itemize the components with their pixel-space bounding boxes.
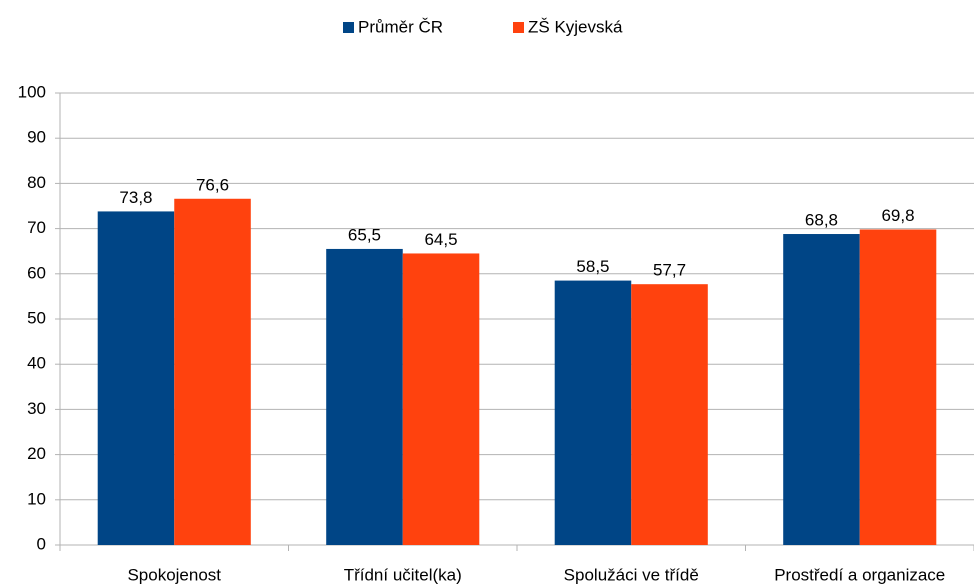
bar — [859, 229, 937, 545]
x-tick-label: Prostředí a organizace — [774, 565, 945, 584]
legend-swatch — [343, 22, 354, 33]
data-label: 57,7 — [653, 261, 686, 280]
bar — [174, 198, 251, 545]
bar — [326, 248, 403, 545]
x-tick-label: Spokojenost — [127, 565, 221, 584]
data-label: 69,8 — [881, 206, 914, 225]
bar — [554, 280, 632, 545]
data-label: 58,5 — [576, 257, 609, 276]
y-tick-label: 60 — [27, 263, 46, 282]
y-tick-label: 30 — [27, 399, 46, 418]
legend-swatch — [513, 22, 524, 33]
data-label: 73,8 — [119, 188, 152, 207]
y-tick-label: 40 — [27, 354, 46, 373]
y-tick-label: 100 — [18, 82, 46, 101]
legend-label: ZŠ Kyjevská — [528, 17, 623, 36]
data-label: 76,6 — [196, 175, 229, 194]
x-tick-label: Třídní učitel(ka) — [344, 565, 462, 584]
data-label: 64,5 — [424, 230, 457, 249]
bar — [97, 211, 175, 545]
data-label: 68,8 — [805, 211, 838, 230]
y-tick-label: 80 — [27, 173, 46, 192]
bar — [631, 284, 708, 545]
y-tick-label: 90 — [27, 128, 46, 147]
bar — [783, 234, 860, 546]
y-tick-label: 70 — [27, 218, 46, 237]
bar — [402, 253, 480, 545]
legend-label: Průměr ČR — [358, 17, 443, 36]
x-tick-label: Spolužáci ve třídě — [564, 565, 699, 584]
y-tick-label: 50 — [27, 308, 46, 327]
data-label: 65,5 — [348, 225, 381, 244]
y-tick-label: 10 — [27, 489, 46, 508]
y-tick-label: 0 — [37, 534, 46, 553]
y-tick-label: 20 — [27, 444, 46, 463]
